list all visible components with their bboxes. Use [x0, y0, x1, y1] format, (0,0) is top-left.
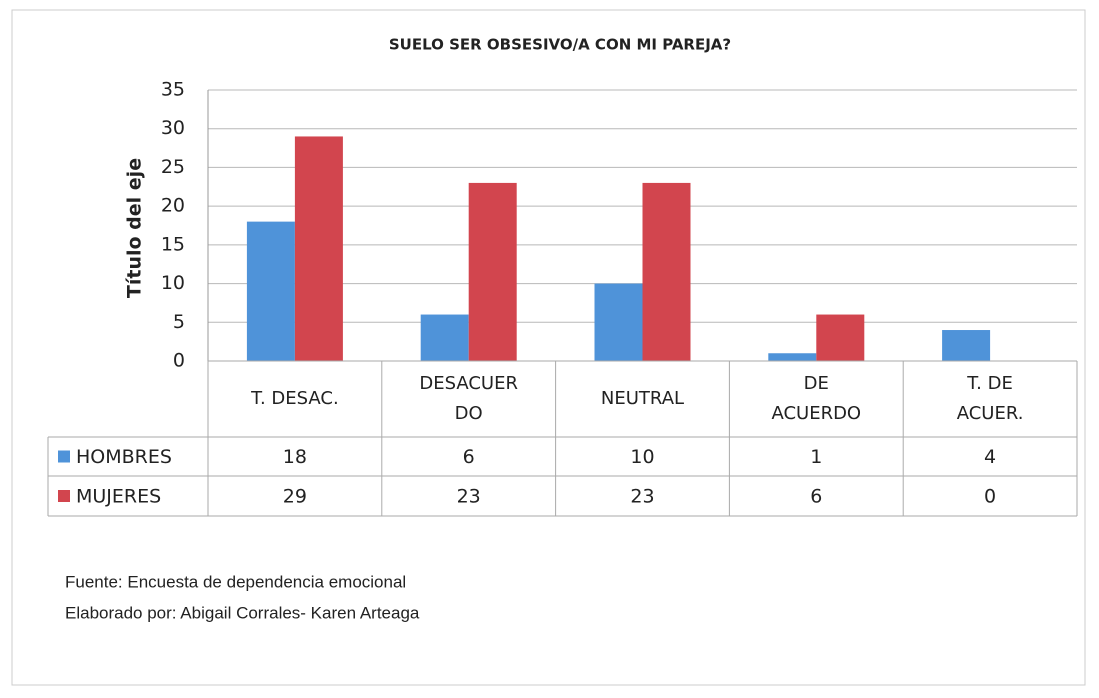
x-tick-label: DESACUERDO — [419, 373, 518, 424]
y-tick-label: 25 — [161, 156, 185, 178]
y-tick-label: 30 — [161, 117, 185, 139]
x-tick-label-box: DE ACUERDO — [771, 373, 862, 424]
y-tick-label: 5 — [173, 311, 185, 333]
legend-swatch — [58, 450, 70, 463]
table-value: 0 — [984, 486, 996, 508]
table-value: 6 — [810, 486, 822, 508]
table-value: 6 — [463, 446, 475, 468]
y-tick-label: 35 — [161, 79, 185, 101]
x-tick-label-box: T. DE ACUER. — [956, 373, 1024, 424]
x-tick-label: DE ACUERDO — [771, 373, 862, 424]
chart-title: SUELO SER OBSESIVO/A CON MI PAREJA? — [389, 36, 731, 54]
y-tick-label: 15 — [161, 233, 185, 255]
bar — [420, 314, 469, 361]
table-value: 29 — [283, 486, 307, 508]
legend-label: HOMBRES — [76, 446, 172, 468]
note: Elaborado por: Abigail Corrales- Karen A… — [65, 603, 420, 622]
table-value: 23 — [457, 486, 481, 508]
x-tick-label-box: T. DESAC. — [251, 388, 339, 409]
legend-label: MUJERES — [76, 486, 161, 508]
chart-frame — [11, 9, 1086, 686]
bar — [816, 314, 865, 361]
bar — [768, 353, 817, 361]
legend-swatch — [58, 490, 70, 502]
table-value: 18 — [283, 446, 307, 468]
bar — [294, 136, 343, 361]
bar — [642, 182, 691, 361]
x-tick-label-box: DESACUERDO — [419, 373, 518, 424]
table-value: 10 — [630, 446, 654, 468]
y-tick-label: 10 — [161, 272, 185, 294]
y-tick-label: 20 — [161, 195, 185, 217]
y-tick-label: 0 — [173, 350, 185, 372]
bar — [246, 221, 295, 361]
table-value: 4 — [984, 446, 996, 468]
x-tick-label: NEUTRAL — [600, 388, 685, 409]
note: Fuente: Encuesta de dependencia emociona… — [65, 572, 406, 591]
x-tick-label-box: NEUTRAL — [600, 388, 685, 409]
table-value: 1 — [810, 446, 822, 468]
y-axis-label: Título del eje — [124, 158, 146, 298]
x-tick-label: T. DE ACUER. — [956, 373, 1024, 424]
bar — [942, 330, 991, 361]
bar — [594, 283, 643, 361]
table-value: 23 — [630, 486, 654, 508]
x-tick-label: T. DESAC. — [251, 388, 339, 409]
bar — [468, 182, 517, 361]
